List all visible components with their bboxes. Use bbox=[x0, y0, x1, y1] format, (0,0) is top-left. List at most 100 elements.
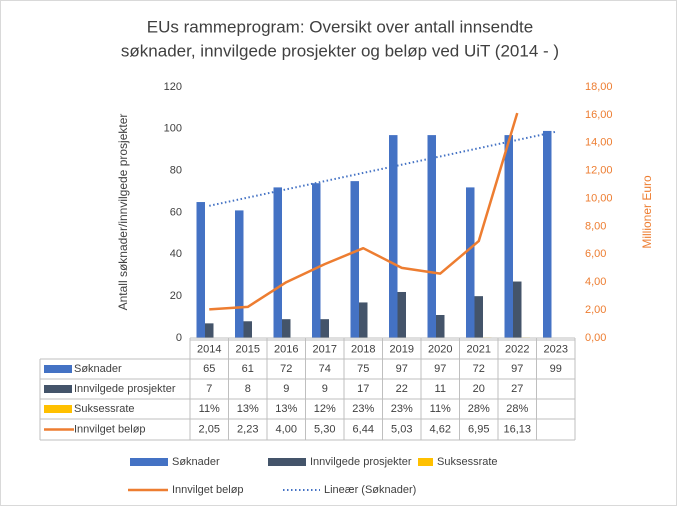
chart-title: søknader, innvilgede prosjekter og beløp… bbox=[121, 41, 559, 60]
x-tick-label: 2016 bbox=[274, 343, 298, 355]
table-cell: 97 bbox=[511, 363, 523, 375]
table-cell: 11% bbox=[430, 403, 451, 415]
table-cell: 11% bbox=[199, 403, 220, 415]
bar bbox=[436, 314, 445, 338]
y-tick-label: 40 bbox=[170, 248, 182, 260]
x-tick-label: 2015 bbox=[236, 343, 260, 355]
x-tick-label: 2017 bbox=[313, 343, 337, 355]
table-cell: 72 bbox=[473, 363, 485, 375]
table-row-label: Søknader bbox=[74, 363, 122, 375]
table-cell: 27 bbox=[511, 383, 523, 395]
bar bbox=[312, 183, 321, 338]
table-cell: 2,23 bbox=[237, 423, 258, 435]
legend-swatch bbox=[130, 458, 168, 466]
legend-label: Innvilgede prosjekter bbox=[310, 456, 412, 468]
table-cell: 9 bbox=[283, 383, 289, 395]
bar bbox=[235, 210, 244, 338]
bar bbox=[196, 202, 205, 338]
table-cell: 28% bbox=[468, 403, 490, 415]
bar bbox=[466, 187, 475, 338]
y2-tick-label: 6,00 bbox=[585, 248, 606, 260]
bar bbox=[397, 291, 406, 338]
legend-swatch bbox=[44, 385, 72, 393]
y-axis-label: Antall søknader/innvilgede prosjekter bbox=[116, 114, 130, 311]
table-cell: 5,30 bbox=[314, 423, 335, 435]
bar bbox=[350, 181, 359, 338]
bar bbox=[543, 130, 552, 338]
bar bbox=[282, 319, 291, 338]
y2-tick-label: 10,00 bbox=[585, 192, 613, 204]
y2-tick-label: 12,00 bbox=[585, 165, 613, 177]
table-cell: 5,03 bbox=[391, 423, 412, 435]
table-cell: 9 bbox=[322, 383, 328, 395]
legend-label: Suksessrate bbox=[437, 456, 498, 468]
table-cell: 11 bbox=[435, 383, 446, 395]
table-cell: 20 bbox=[473, 383, 485, 395]
y2-tick-label: 8,00 bbox=[585, 220, 606, 232]
legend-label: Lineær (Søknader) bbox=[324, 484, 416, 496]
table-cell: 23% bbox=[352, 403, 374, 415]
legend-swatch bbox=[44, 405, 72, 413]
legend-swatch bbox=[268, 458, 306, 466]
y2-tick-label: 16,00 bbox=[585, 109, 613, 121]
table-cell: 23% bbox=[391, 403, 413, 415]
table-cell: 97 bbox=[396, 363, 408, 375]
x-tick-label: 2020 bbox=[428, 343, 452, 355]
table-cell: 72 bbox=[280, 363, 292, 375]
table-row-label: Innvilget beløp bbox=[74, 423, 146, 435]
table-cell: 6,95 bbox=[468, 423, 489, 435]
table-row-label: Suksessrate bbox=[74, 403, 135, 415]
x-tick-label: 2019 bbox=[390, 343, 414, 355]
y2-tick-label: 2,00 bbox=[585, 304, 606, 316]
x-tick-label: 2014 bbox=[197, 343, 221, 355]
table-cell: 12% bbox=[314, 403, 336, 415]
chart-title: EUs rammeprogram: Oversikt over antall i… bbox=[147, 17, 533, 36]
bar bbox=[243, 321, 252, 338]
y-tick-label: 20 bbox=[170, 290, 182, 302]
y-tick-label: 120 bbox=[164, 81, 182, 93]
y2-tick-label: 0,00 bbox=[585, 332, 606, 344]
table-cell: 7 bbox=[206, 383, 212, 395]
table-row-label: Innvilgede prosjekter bbox=[74, 383, 176, 395]
table-cell: 17 bbox=[357, 383, 369, 395]
table-cell: 74 bbox=[319, 363, 331, 375]
y2-tick-label: 14,00 bbox=[585, 137, 613, 149]
y-tick-label: 60 bbox=[170, 206, 182, 218]
trendline bbox=[209, 130, 556, 207]
y2-tick-label: 18,00 bbox=[585, 81, 613, 93]
y-tick-label: 100 bbox=[164, 123, 182, 135]
bar bbox=[513, 281, 522, 338]
table-cell: 99 bbox=[550, 363, 562, 375]
table-cell: 75 bbox=[357, 363, 369, 375]
legend-swatch bbox=[44, 365, 72, 373]
bar bbox=[273, 187, 282, 338]
legend-label: Søknader bbox=[172, 456, 220, 468]
x-tick-label: 2018 bbox=[351, 343, 375, 355]
table-cell: 13% bbox=[275, 403, 297, 415]
table-cell: 16,13 bbox=[503, 423, 531, 435]
x-tick-label: 2022 bbox=[505, 343, 529, 355]
x-tick-label: 2021 bbox=[467, 343, 491, 355]
bar bbox=[504, 135, 513, 338]
table-cell: 8 bbox=[245, 383, 251, 395]
table-cell: 22 bbox=[396, 383, 408, 395]
bar bbox=[205, 323, 214, 338]
bar bbox=[320, 319, 329, 338]
bar bbox=[427, 135, 436, 338]
table-cell: 28% bbox=[506, 403, 528, 415]
bar bbox=[389, 135, 398, 338]
table-cell: 2,05 bbox=[199, 423, 220, 435]
legend-label: Innvilget beløp bbox=[172, 484, 244, 496]
bar bbox=[474, 296, 483, 338]
table-cell: 13% bbox=[237, 403, 259, 415]
legend-swatch bbox=[418, 458, 433, 466]
y-tick-label: 0 bbox=[176, 332, 182, 344]
table-cell: 61 bbox=[242, 363, 254, 375]
y2-axis-label: Millioner Euro bbox=[640, 175, 654, 249]
x-tick-label: 2023 bbox=[544, 343, 568, 355]
y-tick-label: 80 bbox=[170, 165, 182, 177]
line bbox=[209, 112, 519, 311]
y2-tick-label: 4,00 bbox=[585, 276, 606, 288]
